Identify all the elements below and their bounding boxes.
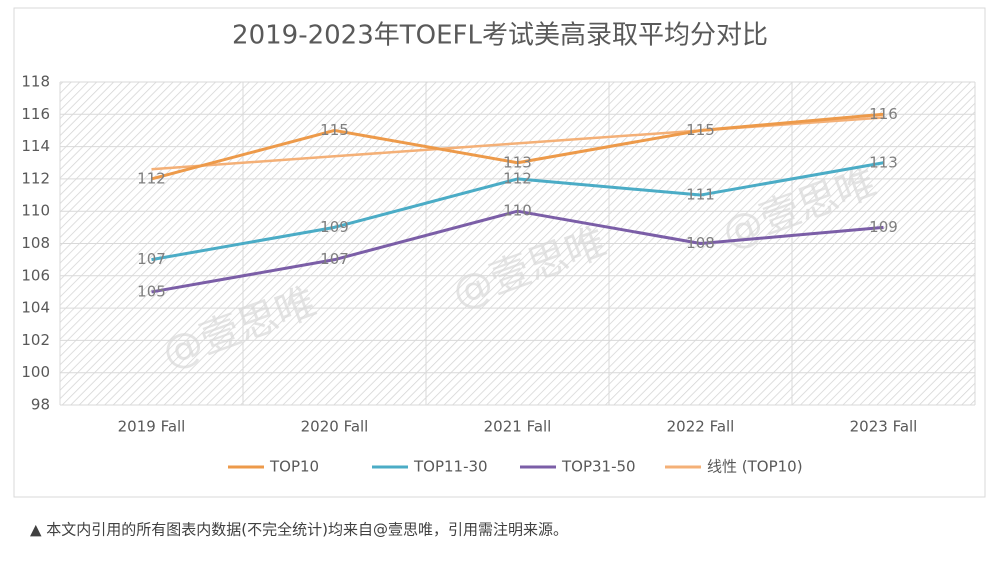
data-label: 111 — [686, 186, 715, 204]
y-tick-label: 110 — [21, 202, 50, 220]
data-label: 109 — [869, 218, 898, 236]
series-line — [151, 161, 884, 262]
data-label: 112 — [503, 169, 532, 187]
x-tick-label: 2021 Fall — [484, 418, 552, 436]
data-label: 107 — [137, 250, 166, 268]
legend-label: TOP10 — [269, 458, 319, 476]
legend-label: 线性 (TOP10) — [707, 458, 803, 476]
data-label: 116 — [869, 105, 898, 123]
series-line — [151, 112, 884, 181]
data-label: 115 — [686, 121, 715, 139]
data-label: 115 — [320, 121, 349, 139]
series-line — [151, 209, 884, 294]
y-tick-label: 116 — [21, 105, 50, 123]
data-label: 113 — [869, 153, 898, 171]
data-label: 105 — [137, 282, 166, 300]
y-tick-label: 114 — [21, 137, 50, 155]
y-tick-label: 112 — [21, 169, 50, 187]
data-label: 110 — [503, 202, 532, 220]
x-tick-label: 2020 Fall — [301, 418, 369, 436]
y-tick-label: 108 — [21, 234, 50, 252]
legend-label: TOP31-50 — [561, 458, 636, 476]
y-tick-label: 102 — [21, 331, 50, 349]
x-tick-label: 2022 Fall — [667, 418, 735, 436]
data-label: 108 — [686, 234, 715, 252]
footnote: ▲ 本文内引用的所有图表内数据(不完全统计)均来自@壹思唯，引用需注明来源。 — [30, 521, 568, 539]
y-tick-label: 118 — [21, 73, 50, 91]
data-label: 112 — [137, 169, 166, 187]
y-tick-label: 98 — [31, 396, 50, 414]
x-tick-label: 2019 Fall — [118, 418, 186, 436]
x-tick-label: 2023 Fall — [850, 418, 918, 436]
chart-title: 2019-2023年TOEFL考试美高录取平均分对比 — [232, 21, 768, 51]
y-tick-label: 104 — [21, 299, 50, 317]
data-label: 109 — [320, 218, 349, 236]
data-label: 113 — [503, 153, 532, 171]
y-tick-label: 100 — [21, 363, 50, 381]
y-tick-label: 106 — [21, 266, 50, 284]
data-label: 107 — [320, 250, 349, 268]
legend-label: TOP11-30 — [413, 458, 488, 476]
